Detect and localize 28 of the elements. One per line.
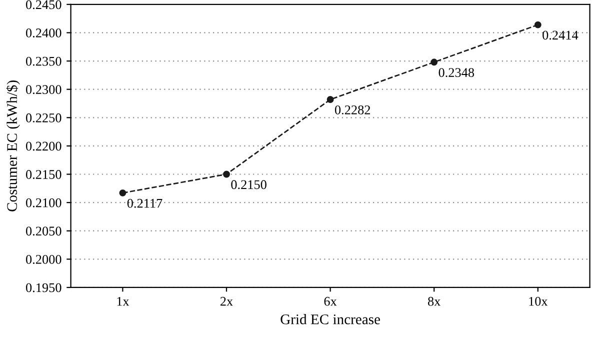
data-label: 0.2117: [127, 198, 162, 208]
y-tick-label: 0.2000: [26, 254, 62, 264]
point: [534, 21, 542, 28]
point: [430, 58, 438, 66]
x-tick-label: 8x: [428, 296, 441, 306]
y-tick-label: 0.2150: [26, 170, 62, 180]
data-label: 0.2282: [334, 105, 370, 114]
y-axis-title: Costumer EC (kWh/$): [6, 80, 20, 212]
y-tick-label: 0.2400: [26, 28, 62, 38]
point: [223, 170, 230, 178]
data-label: 0.2150: [231, 180, 266, 190]
data-label: 0.2414: [542, 30, 578, 40]
y-tick-label: 0.2200: [26, 142, 62, 151]
point: [326, 96, 334, 103]
y-tick-label: 0.2450: [26, 0, 62, 10]
y-tick-label: 0.2100: [26, 198, 62, 208]
data-label: 0.2348: [438, 68, 474, 78]
x-tick-label: 10x: [529, 296, 548, 306]
x-tick-label: 6x: [324, 296, 337, 306]
y-tick-label: 0.1950: [26, 283, 62, 292]
y-tick-label: 0.2350: [26, 56, 62, 66]
point: [119, 189, 126, 196]
y-tick-label: 0.2300: [26, 85, 62, 94]
x-tick-label: 1x: [117, 296, 130, 306]
x-tick-label: 2x: [220, 296, 233, 306]
y-tick-label: 0.2250: [26, 113, 62, 122]
x-axis-title: Grid EC increase: [280, 314, 380, 324]
y-tick-label: 0.2050: [26, 226, 62, 236]
